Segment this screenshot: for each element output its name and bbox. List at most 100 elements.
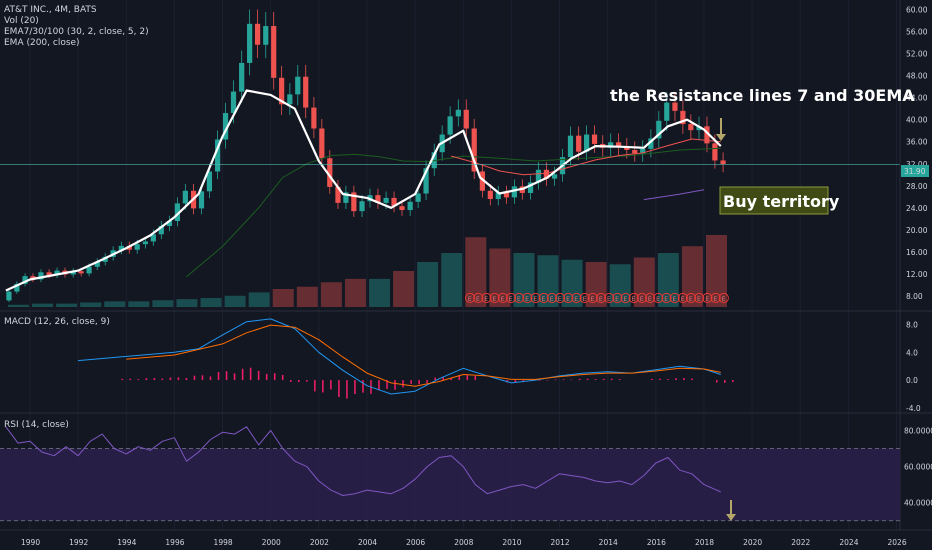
earnings-marker[interactable] xyxy=(522,292,533,304)
down-arrow-icon xyxy=(716,118,726,141)
candle xyxy=(335,186,341,203)
ema-set-legend[interactable]: EMA7/30/100 (30, 2, close, 5, 2) xyxy=(4,27,149,37)
earnings-marker[interactable] xyxy=(595,292,607,304)
earnings-marker[interactable] xyxy=(587,292,598,304)
earnings-marker[interactable] xyxy=(653,292,664,304)
macd-tick-label: 8.0 xyxy=(906,320,918,329)
earnings-marker[interactable] xyxy=(497,292,508,304)
candle xyxy=(624,146,630,150)
volume-bar xyxy=(489,248,511,307)
price-axis[interactable]: 60.00 56.00 52.00 48.00 44.00 40.00 36.00 32.00… xyxy=(906,6,928,301)
candle xyxy=(543,169,550,179)
candle xyxy=(30,276,36,280)
earnings-marker[interactable] xyxy=(702,292,713,304)
candle xyxy=(584,134,590,152)
earnings-marker[interactable] xyxy=(620,292,631,304)
earnings-marker-letter: E xyxy=(550,296,554,303)
candle xyxy=(158,226,164,235)
earnings-marker-letter: E xyxy=(484,296,488,303)
earnings-marker[interactable] xyxy=(636,292,648,304)
earnings-marker[interactable] xyxy=(489,292,500,304)
earnings-marker[interactable] xyxy=(710,292,721,304)
earnings-marker-letter: E xyxy=(599,296,603,303)
price-tick-label: 12.00 xyxy=(906,270,928,279)
price-tick-label: 32.00 xyxy=(906,160,928,169)
candle xyxy=(38,272,44,280)
price-tag: 31.90 xyxy=(904,167,926,176)
earnings-marker[interactable] xyxy=(645,292,656,304)
volume-bar xyxy=(272,289,294,307)
rsi-axis[interactable]: 80.0000 60.0000 40.0000 xyxy=(904,426,932,507)
price-tick-label: 8.00 xyxy=(906,292,923,301)
rsi-legend[interactable]: RSI (14, close) xyxy=(4,420,69,430)
symbol-title[interactable]: AT&T INC., 4M, BATS xyxy=(4,5,97,15)
ema200-legend[interactable]: EMA (200, close) xyxy=(4,38,80,48)
candle xyxy=(591,134,598,144)
earnings-marker[interactable] xyxy=(514,292,525,304)
earnings-marker[interactable] xyxy=(579,292,590,304)
earnings-marker-letter: E xyxy=(468,296,472,303)
candle xyxy=(215,139,221,172)
volume-bar xyxy=(344,278,366,307)
candle xyxy=(279,77,285,105)
time-tick-label: 2008 xyxy=(454,538,473,547)
price-tick-label: 52.00 xyxy=(906,50,928,59)
candle xyxy=(150,234,156,242)
earnings-marker[interactable] xyxy=(669,292,680,304)
candle xyxy=(383,197,389,203)
rsi-down-arrow-icon xyxy=(726,500,736,521)
earnings-marker-letter: E xyxy=(533,296,537,303)
volume-bar xyxy=(320,282,342,307)
candle xyxy=(551,174,558,179)
candle xyxy=(656,120,662,139)
candle xyxy=(567,135,574,158)
earnings-marker[interactable] xyxy=(571,292,582,304)
earnings-marker[interactable] xyxy=(538,292,549,304)
earnings-marker[interactable] xyxy=(628,292,639,304)
earnings-marker[interactable] xyxy=(546,292,558,304)
earnings-marker-letter: E xyxy=(607,296,611,303)
candle xyxy=(222,113,229,140)
earnings-marker-letter: E xyxy=(517,296,521,303)
earnings-marker[interactable] xyxy=(530,292,541,304)
earnings-marker[interactable] xyxy=(604,292,615,304)
macd-axis[interactable]: 8.0 4.0 0.0 -4.0 xyxy=(906,320,921,412)
candle xyxy=(495,192,501,200)
earnings-marker[interactable] xyxy=(661,292,672,304)
time-tick-label: 1994 xyxy=(117,538,136,547)
ema100-line xyxy=(186,147,721,278)
candle xyxy=(351,192,357,212)
candle xyxy=(680,110,686,125)
earnings-marker[interactable] xyxy=(505,292,517,304)
time-axis[interactable]: 1990 1992 1994 1996 1998 2000 2002 2004 2006 2008… xyxy=(21,538,907,547)
candle xyxy=(648,138,654,149)
vol-legend[interactable]: Vol (20) xyxy=(4,16,39,26)
earnings-marker[interactable] xyxy=(694,292,705,304)
earnings-marker[interactable] xyxy=(612,292,623,304)
earnings-marker[interactable] xyxy=(685,292,697,304)
candle xyxy=(174,203,181,222)
time-tick-label: 2026 xyxy=(888,538,907,547)
candle xyxy=(86,266,92,274)
earnings-marker[interactable] xyxy=(563,292,574,304)
candle xyxy=(287,94,293,105)
earnings-marker[interactable] xyxy=(473,292,484,304)
earnings-marker[interactable] xyxy=(554,292,566,304)
earnings-marker[interactable] xyxy=(481,292,492,304)
earnings-marker[interactable] xyxy=(464,292,476,304)
earnings-marker[interactable] xyxy=(677,292,688,304)
volume-bar xyxy=(7,304,29,307)
candle xyxy=(54,270,60,276)
earnings-marker-letter: E xyxy=(672,296,676,303)
time-tick-label: 2000 xyxy=(262,538,281,547)
rsi-band xyxy=(0,448,900,521)
candle xyxy=(503,192,510,198)
earnings-marker[interactable] xyxy=(718,292,729,304)
candle xyxy=(118,245,124,251)
candle xyxy=(576,135,582,152)
macd-legend[interactable]: MACD (12, 26, close, 9) xyxy=(4,317,110,327)
candle xyxy=(14,283,20,292)
time-tick-label: 1992 xyxy=(69,538,88,547)
candle xyxy=(126,245,132,250)
